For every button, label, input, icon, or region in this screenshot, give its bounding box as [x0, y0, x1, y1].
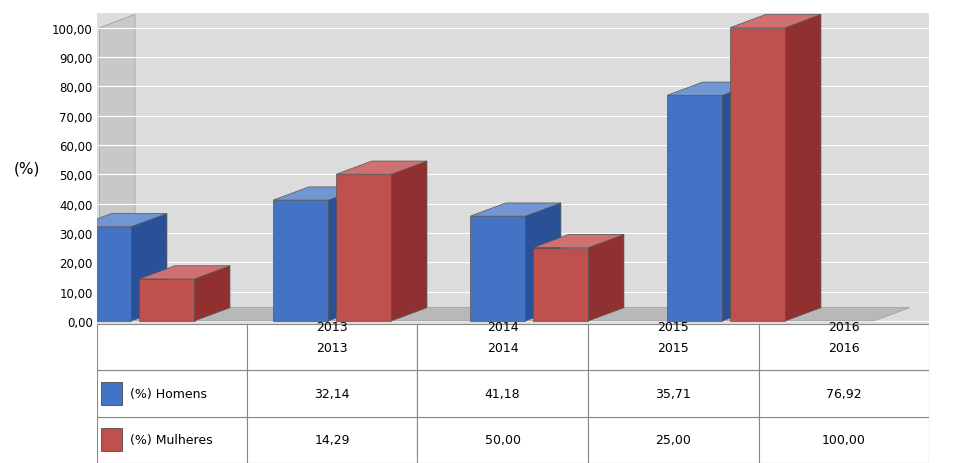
Bar: [97, 370, 247, 417]
Text: (%) Mulheres: (%) Mulheres: [130, 433, 213, 446]
Text: 50,00: 50,00: [485, 433, 521, 446]
Polygon shape: [336, 175, 391, 321]
Text: 2013: 2013: [317, 320, 348, 333]
Polygon shape: [195, 266, 230, 321]
Text: 25,00: 25,00: [655, 433, 691, 446]
Bar: [588, 324, 759, 370]
Polygon shape: [391, 162, 427, 321]
Polygon shape: [722, 83, 758, 321]
Polygon shape: [667, 96, 722, 321]
Text: 41,18: 41,18: [485, 387, 521, 400]
Text: 2014: 2014: [487, 320, 519, 333]
Bar: [588, 370, 759, 417]
Text: 76,92: 76,92: [826, 387, 862, 400]
Text: 32,14: 32,14: [315, 387, 349, 400]
Polygon shape: [730, 29, 785, 321]
Polygon shape: [76, 227, 132, 321]
Bar: [417, 417, 588, 463]
Bar: [247, 417, 417, 463]
Polygon shape: [667, 83, 758, 96]
Polygon shape: [526, 204, 560, 321]
Bar: [417, 370, 588, 417]
Polygon shape: [730, 15, 821, 29]
Text: 2014: 2014: [487, 341, 519, 354]
Polygon shape: [139, 279, 195, 321]
Bar: [759, 370, 929, 417]
Text: 14,29: 14,29: [315, 433, 349, 446]
Bar: [97, 324, 247, 370]
Polygon shape: [100, 308, 910, 321]
Polygon shape: [328, 188, 364, 321]
Bar: [417, 324, 588, 370]
Bar: [97, 417, 247, 463]
Polygon shape: [273, 200, 328, 321]
Polygon shape: [470, 217, 526, 321]
Polygon shape: [139, 266, 230, 279]
Text: 2015: 2015: [657, 320, 689, 333]
Polygon shape: [132, 214, 166, 321]
Text: 100,00: 100,00: [822, 433, 866, 446]
Polygon shape: [533, 235, 624, 248]
Bar: [101, 382, 122, 405]
Text: 35,71: 35,71: [655, 387, 691, 400]
Polygon shape: [100, 15, 135, 321]
Text: 2016: 2016: [829, 341, 860, 354]
Polygon shape: [589, 235, 624, 321]
Text: 2016: 2016: [829, 320, 860, 333]
Y-axis label: (%): (%): [14, 162, 40, 176]
Polygon shape: [533, 248, 589, 321]
Bar: [759, 324, 929, 370]
Bar: [101, 428, 122, 451]
Polygon shape: [470, 204, 560, 217]
Bar: [247, 370, 417, 417]
Polygon shape: [785, 15, 821, 321]
Polygon shape: [336, 162, 427, 175]
Bar: [759, 417, 929, 463]
Text: (%) Homens: (%) Homens: [130, 387, 207, 400]
Bar: [588, 417, 759, 463]
Text: 2015: 2015: [657, 341, 689, 354]
Polygon shape: [273, 188, 364, 200]
Text: 2013: 2013: [317, 341, 348, 354]
Bar: [247, 324, 417, 370]
Polygon shape: [76, 214, 166, 227]
